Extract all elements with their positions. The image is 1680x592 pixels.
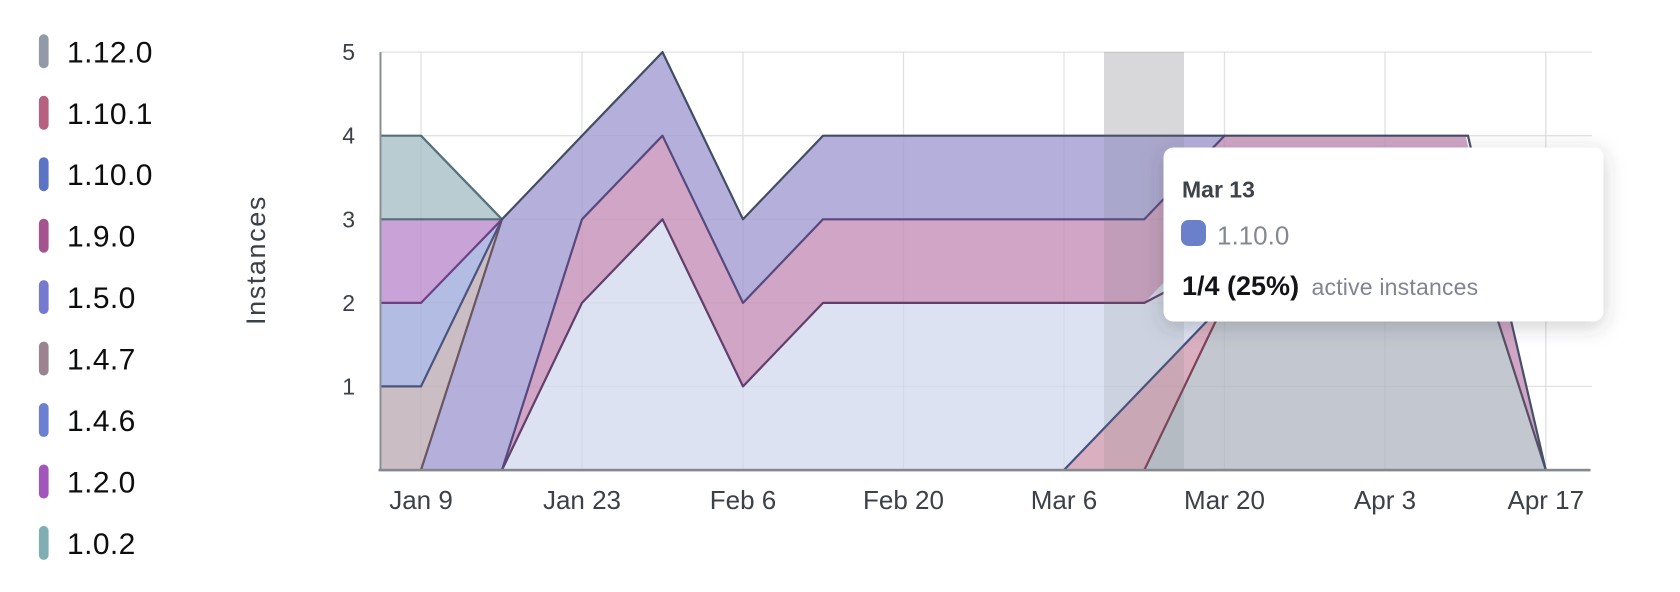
svg-text:4: 4 xyxy=(342,123,355,149)
svg-text:1.4.7: 1.4.7 xyxy=(67,344,136,377)
svg-text:Jan 9: Jan 9 xyxy=(389,485,453,515)
svg-text:1.10.0: 1.10.0 xyxy=(1217,220,1289,250)
svg-text:1/4 (25%): 1/4 (25%) xyxy=(1182,271,1299,301)
svg-text:1.4.6: 1.4.6 xyxy=(67,405,136,438)
svg-text:Mar 6: Mar 6 xyxy=(1031,485,1097,515)
svg-text:1.2.0: 1.2.0 xyxy=(67,467,136,500)
svg-text:1: 1 xyxy=(342,373,355,399)
svg-text:1.10.1: 1.10.1 xyxy=(67,98,153,131)
svg-text:Feb 6: Feb 6 xyxy=(710,485,777,515)
svg-text:Feb 20: Feb 20 xyxy=(863,485,944,515)
svg-text:5: 5 xyxy=(342,39,355,65)
svg-text:1.0.2: 1.0.2 xyxy=(67,528,136,561)
svg-text:3: 3 xyxy=(342,206,355,232)
svg-text:Mar 20: Mar 20 xyxy=(1184,485,1265,515)
svg-text:Mar 13: Mar 13 xyxy=(1182,176,1255,202)
svg-text:Jan 23: Jan 23 xyxy=(543,485,621,515)
svg-text:1.12.0: 1.12.0 xyxy=(67,36,153,69)
svg-text:Apr 17: Apr 17 xyxy=(1507,485,1584,515)
svg-text:1.5.0: 1.5.0 xyxy=(67,282,136,315)
svg-text:Instances: Instances xyxy=(241,195,271,325)
svg-text:1.10.0: 1.10.0 xyxy=(67,159,153,192)
svg-text:1.9.0: 1.9.0 xyxy=(67,221,136,254)
svg-text:active instances: active instances xyxy=(1312,274,1479,300)
svg-text:2: 2 xyxy=(342,290,355,316)
svg-text:Apr 3: Apr 3 xyxy=(1354,485,1416,515)
